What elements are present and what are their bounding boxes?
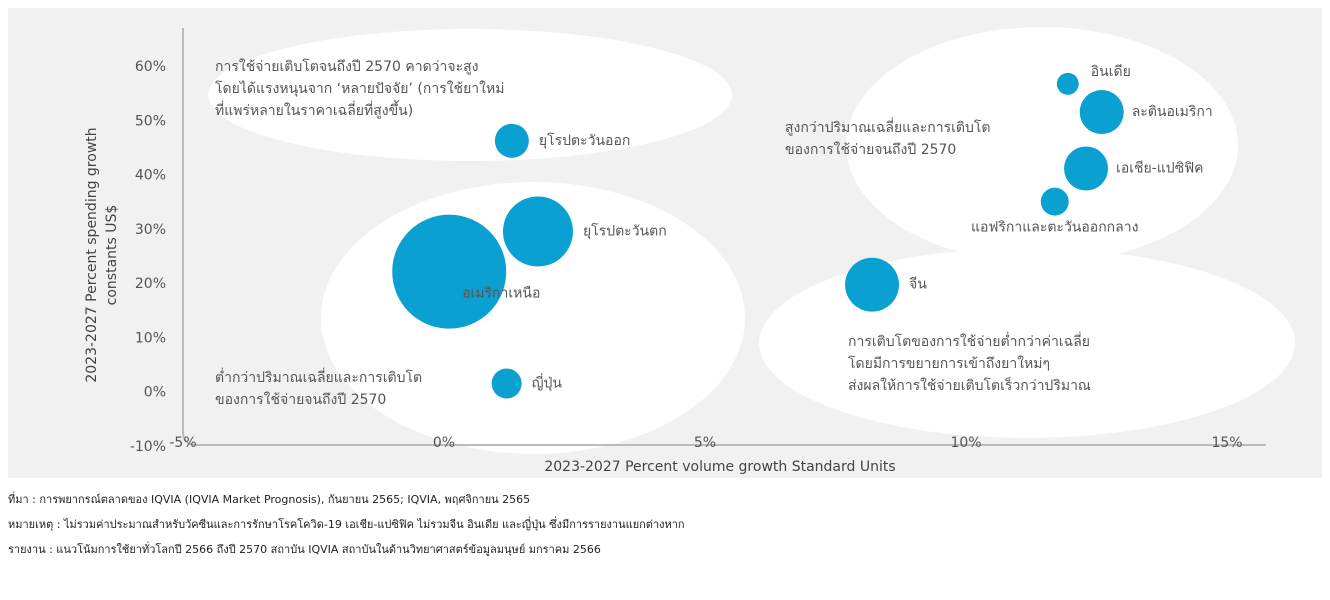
annotation: ส่งผลให้การใช้จ่ายเติบโตเร็วกว่าปริมาณ <box>848 376 1091 394</box>
y-tick-label: 20% <box>135 276 166 292</box>
bubble <box>491 368 522 399</box>
x-tick-label: 10% <box>950 435 981 451</box>
bubble <box>1040 187 1069 216</box>
x-tick-label: 15% <box>1211 435 1242 451</box>
y-tick-label: 60% <box>135 59 166 75</box>
annotation: ต่ำกว่าปริมาณเฉลี่ยและการเติบโต <box>215 368 422 386</box>
bubble-label: ละตินอเมริกา <box>1132 104 1213 120</box>
bubble-label: ยุโรปตะวันตก <box>583 222 667 239</box>
y-tick-label: -10% <box>130 439 166 455</box>
bubble <box>1056 72 1079 95</box>
bubble-label: ญี่ปุ่น <box>532 373 563 391</box>
bubble-label: ยุโรปตะวันออก <box>539 132 630 149</box>
region-ellipse <box>208 29 732 161</box>
bubble-label: แอฟริกาและตะวันออกกลาง <box>971 220 1138 236</box>
annotation: การเติบโตของการใช้จ่ายต่ำกว่าค่าเฉลี่ย <box>848 332 1090 350</box>
y-axis-title: 2023-2027 Percent spending growth <box>84 127 100 382</box>
y-tick-label: 0% <box>144 385 166 401</box>
region-ellipse <box>846 27 1238 263</box>
annotation: โดยได้แรงหนุนจาก ‘หลายปัจจัย’ (การใช้ยาใ… <box>215 80 504 97</box>
y-axis-title: constants US$ <box>104 205 120 306</box>
bubble-label: อเมริกาเหนือ <box>462 286 540 302</box>
footnote: รายงาน : แนวโน้มการใช้ยาทั่วโลกปี 2566 ถ… <box>8 541 601 556</box>
x-tick-label: 0% <box>433 435 455 451</box>
bubble <box>494 123 529 158</box>
bubble <box>845 257 900 312</box>
x-axis-title: 2023-2027 Percent volume growth Standard… <box>544 459 895 475</box>
annotation: สูงกว่าปริมาณเฉลี่ยและการเติบโต <box>785 118 991 136</box>
annotation: ของการใช้จ่ายจนถึงปี 2570 <box>785 141 956 158</box>
bubble-label: เอเชีย-แปซิฟิค <box>1116 161 1203 177</box>
y-tick-label: 50% <box>135 113 166 129</box>
bubble-label: อินเดีย <box>1091 64 1131 80</box>
annotation: โดยมีการขยายการเข้าถึงยาใหม่ๆ <box>848 355 1050 372</box>
x-tick-label: -5% <box>169 435 196 451</box>
x-tick-label: 5% <box>694 435 716 451</box>
bubble <box>1064 146 1109 191</box>
footnote: หมายเหตุ : ไม่รวมค่าประมาณสำหรับวัคซีนแล… <box>8 516 685 531</box>
annotation: การใช้จ่ายเติบโตจนถึงปี 2570 คาดว่าจะสูง <box>215 58 478 75</box>
bubble <box>392 214 507 329</box>
y-tick-label: 30% <box>135 222 166 238</box>
bubble <box>1079 90 1124 135</box>
footnote: ที่มา : การพยากรณ์ตลาดของ IQVIA (IQVIA M… <box>8 491 530 506</box>
axis-line <box>182 28 1266 446</box>
annotation: ที่แพร่หลายในราคาเฉลี่ยที่สูงขึ้น) <box>215 100 413 119</box>
annotation: ของการใช้จ่ายจนถึงปี 2570 <box>215 391 386 408</box>
bubble-label: จีน <box>909 277 927 293</box>
bubble <box>502 196 573 267</box>
y-tick-label: 10% <box>135 330 166 346</box>
y-tick-label: 40% <box>135 168 166 184</box>
